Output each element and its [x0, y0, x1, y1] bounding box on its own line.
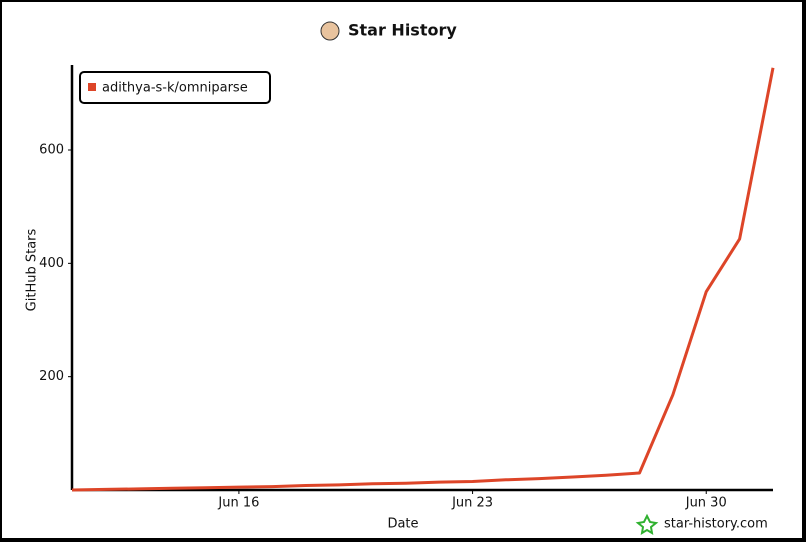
y-tick-label: 400	[39, 256, 64, 271]
legend-box	[79, 71, 271, 104]
watermark: star-history.com	[664, 517, 768, 532]
legend-swatch	[88, 83, 96, 91]
title-icon	[320, 21, 340, 41]
x-tick-label: Jun 16	[217, 496, 259, 511]
x-tick-label: Jun 30	[685, 496, 727, 511]
line	[71, 67, 775, 492]
y-axis-label: GitHub Stars	[25, 228, 40, 311]
chart-title: Star History	[348, 21, 457, 40]
watermark-icon	[635, 513, 659, 535]
y-tick-label: 600	[39, 143, 64, 158]
legend-label: adithya-s-k/omniparse	[102, 81, 248, 96]
x-axis-label: Date	[387, 517, 418, 532]
y-tick-label: 200	[39, 369, 64, 384]
x-tick-label: Jun 23	[451, 496, 493, 511]
